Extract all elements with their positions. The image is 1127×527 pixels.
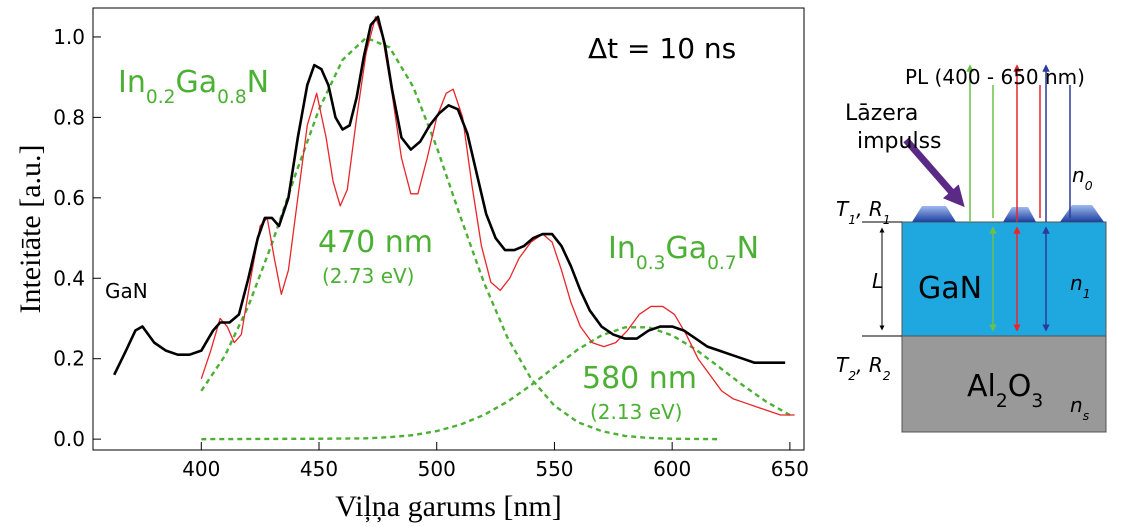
text-part: 1 <box>1083 286 1091 301</box>
text-part: 1 <box>883 212 891 227</box>
text-part: 0.2 <box>146 87 176 108</box>
text-part: T <box>836 197 850 221</box>
nanostructure <box>1060 205 1104 222</box>
diagram-label: T1, R1 <box>836 197 891 227</box>
x-axis-label: Viļņa garums [nm] <box>335 490 561 523</box>
y-tick-label: 0.8 <box>53 105 85 129</box>
text-part: (2.13 eV) <box>590 400 682 424</box>
diagram-label: GaN <box>918 271 982 306</box>
text-part: , R <box>856 197 883 221</box>
text-part: In <box>118 65 146 100</box>
y-tick-label: 0.0 <box>53 427 85 451</box>
text-part: T <box>836 353 850 377</box>
series-line <box>201 326 791 441</box>
text-part: 0.8 <box>217 87 247 108</box>
text-part: 0.3 <box>636 253 666 274</box>
diagram-label: PL (400 - 650 nm) <box>905 65 1085 89</box>
text-part: 2 <box>883 368 891 383</box>
text-part: L <box>872 269 883 293</box>
laser-arrow <box>903 137 965 208</box>
text-part: N <box>247 65 269 100</box>
nanostructure <box>912 206 956 222</box>
text-part: Ga <box>665 231 707 266</box>
text-part: (2.73 eV) <box>322 264 414 288</box>
text-part: N <box>737 231 759 266</box>
diagram-label: impulss <box>857 129 942 154</box>
text-part: 2 <box>848 368 856 383</box>
text-part: GaN <box>918 271 982 306</box>
annotation: 470 nm <box>318 225 433 260</box>
text-part: n <box>1072 163 1085 187</box>
text-part: s <box>1083 408 1090 423</box>
y-tick-label: 0.6 <box>53 186 85 210</box>
text-part: n <box>1070 393 1083 417</box>
text-part: Δt = 10 ns <box>588 32 736 65</box>
text-part: impulss <box>857 129 942 154</box>
nanostructure <box>1003 207 1036 222</box>
diagram-label: T2, R2 <box>836 353 891 383</box>
gan-layer <box>901 221 1107 337</box>
x-tick-label: 550 <box>535 457 573 481</box>
text-part: n <box>1070 271 1083 295</box>
text-part: 580 nm <box>582 361 697 396</box>
diagram-label: Lāzera <box>845 101 918 126</box>
text-part: 2 <box>996 391 1008 412</box>
text-part: 0 <box>1085 178 1093 193</box>
plot-frame <box>92 7 805 451</box>
x-tick-label: 650 <box>771 457 809 481</box>
y-axis-label: Inteitāte [a.u.] <box>14 144 47 313</box>
text-part: , R <box>856 353 883 377</box>
sapphire-layer <box>901 335 1107 433</box>
y-tick-label: 0.4 <box>53 266 85 290</box>
diagram-label: L <box>872 269 883 293</box>
annotation: (2.73 eV) <box>322 264 414 288</box>
diagram-label: n1 <box>1070 271 1091 301</box>
text-part: 0.7 <box>707 253 737 274</box>
text-part: O <box>1008 369 1032 404</box>
annotation: 580 nm <box>582 361 697 396</box>
text-part: Al <box>967 369 996 404</box>
x-tick-label: 450 <box>300 457 338 481</box>
diagram-label: Al2O3 <box>967 369 1043 412</box>
x-tick-label: 400 <box>182 457 220 481</box>
annotation: In0.3Ga0.7N <box>608 231 759 274</box>
text-part: 1 <box>848 212 856 227</box>
annotation: (2.13 eV) <box>590 400 682 424</box>
annotation: GaN <box>105 279 148 303</box>
text-part: 470 nm <box>318 225 433 260</box>
y-tick-label: 0.2 <box>53 347 85 371</box>
annotation: In0.2Ga0.8N <box>118 65 269 108</box>
x-tick-label: 500 <box>418 457 456 481</box>
diagram-label: n0 <box>1072 163 1093 193</box>
text-part: 3 <box>1031 391 1043 412</box>
x-tick-label: 600 <box>653 457 691 481</box>
diagram-label: ns <box>1070 393 1090 423</box>
text-part: PL (400 - 650 nm) <box>905 65 1085 89</box>
series-line <box>200 16 795 416</box>
text-part: In <box>608 231 636 266</box>
annotation: Δt = 10 ns <box>588 32 736 65</box>
y-tick-label: 1.0 <box>53 25 85 49</box>
text-part: Lāzera <box>845 101 918 126</box>
text-part: GaN <box>105 279 148 303</box>
text-part: Ga <box>175 65 217 100</box>
series-line <box>113 15 786 376</box>
